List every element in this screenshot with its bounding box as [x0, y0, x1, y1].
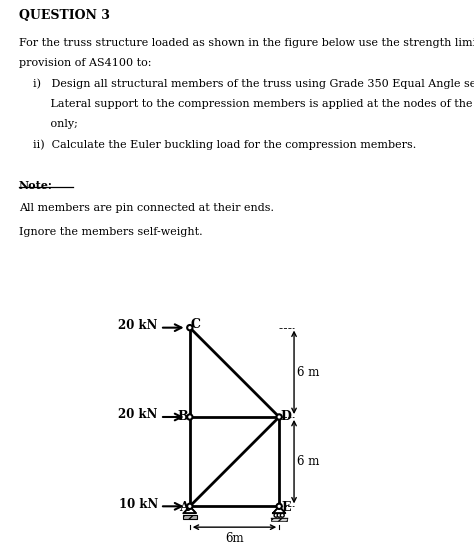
- Polygon shape: [273, 506, 285, 513]
- Circle shape: [277, 513, 281, 517]
- Circle shape: [187, 414, 192, 420]
- Text: 6 m: 6 m: [297, 455, 319, 468]
- Circle shape: [276, 504, 282, 509]
- Text: A: A: [179, 501, 189, 515]
- Text: 20 kN: 20 kN: [118, 408, 158, 421]
- Circle shape: [280, 513, 284, 517]
- Text: D: D: [281, 410, 292, 424]
- Polygon shape: [183, 506, 196, 513]
- Circle shape: [187, 325, 192, 330]
- Text: All members are pin connected at their ends.: All members are pin connected at their e…: [19, 203, 274, 213]
- Circle shape: [274, 513, 278, 517]
- Bar: [182, 515, 197, 519]
- Text: provision of AS4100 to:: provision of AS4100 to:: [19, 58, 152, 68]
- Text: Note:: Note:: [19, 180, 53, 191]
- Circle shape: [187, 504, 192, 509]
- Text: only;: only;: [33, 119, 78, 129]
- Text: i)   Design all structural members of the truss using Grade 350 Equal Angle sect: i) Design all structural members of the …: [33, 78, 474, 89]
- Text: ii)  Calculate the Euler buckling load for the compression members.: ii) Calculate the Euler buckling load fo…: [33, 139, 417, 150]
- Text: For the truss structure loaded as shown in the figure below use the strength lim: For the truss structure loaded as shown …: [19, 38, 474, 48]
- Bar: [271, 517, 287, 521]
- Text: Ignore the members self-weight.: Ignore the members self-weight.: [19, 226, 202, 237]
- Text: C: C: [190, 318, 200, 331]
- Text: 10 kN: 10 kN: [118, 498, 158, 511]
- Text: 20 kN: 20 kN: [118, 319, 158, 332]
- Circle shape: [276, 414, 282, 420]
- Text: B: B: [177, 410, 188, 424]
- Text: QUESTION 3: QUESTION 3: [19, 9, 110, 22]
- Text: 6 m: 6 m: [297, 366, 319, 379]
- Text: 6m: 6m: [225, 532, 244, 545]
- Text: E: E: [281, 501, 291, 515]
- Text: Lateral support to the compression members is applied at the nodes of the member: Lateral support to the compression membe…: [33, 99, 474, 109]
